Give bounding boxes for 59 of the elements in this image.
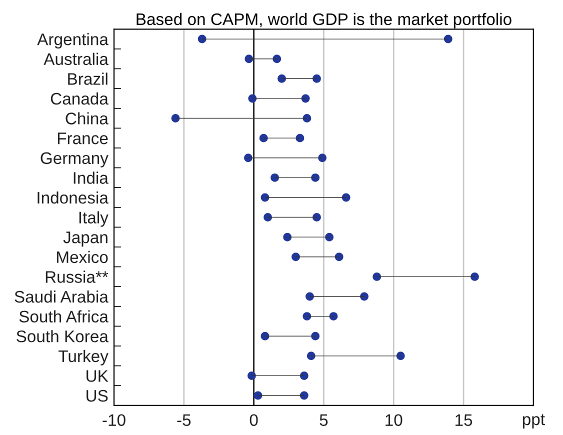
y-tick-label: Mexico xyxy=(57,250,108,264)
point xyxy=(301,94,310,103)
point xyxy=(248,94,257,103)
y-tick-label: Argentina xyxy=(37,33,108,49)
point xyxy=(244,54,254,64)
point xyxy=(292,252,300,262)
y-tick-label: France xyxy=(58,132,108,144)
point xyxy=(318,154,327,162)
point xyxy=(444,34,452,44)
point xyxy=(259,134,268,142)
point xyxy=(302,312,312,321)
point xyxy=(311,332,320,340)
point xyxy=(198,34,206,44)
y-tick-label: Australia xyxy=(44,52,108,66)
point xyxy=(334,252,344,262)
y-tick-label: Turkey xyxy=(58,350,108,366)
point xyxy=(372,272,382,281)
point xyxy=(270,173,280,182)
point xyxy=(302,114,312,122)
x-tick-label: -5 xyxy=(177,414,191,426)
y-tick-label: China xyxy=(66,112,108,124)
y-tick-label: Japan xyxy=(63,232,108,247)
y-tick-label: Brazil xyxy=(68,72,108,85)
y-tick-label: Germany xyxy=(40,152,108,168)
x-tick-label: 10 xyxy=(386,414,402,426)
y-tick-label: India xyxy=(74,172,108,184)
x-axis-title: ppt xyxy=(522,414,545,428)
point xyxy=(312,74,321,83)
point xyxy=(244,154,252,162)
point xyxy=(300,371,308,380)
y-tick-label: South Africa xyxy=(19,310,108,323)
y-tick-label: Saudi Arabia xyxy=(14,290,108,303)
y-tick-label: US xyxy=(86,390,108,402)
point xyxy=(312,213,321,222)
point xyxy=(278,74,286,83)
point xyxy=(264,213,272,222)
y-tick-label: Canada xyxy=(50,92,108,105)
x-tick-label: -10 xyxy=(102,414,126,426)
x-tick-label: 5 xyxy=(320,414,328,426)
point xyxy=(260,332,270,340)
point xyxy=(171,114,180,122)
chart-title: Based on CAPM, world GDP is the market portfolio xyxy=(136,12,512,28)
point xyxy=(306,352,316,360)
x-tick-label: 0 xyxy=(250,414,258,426)
point xyxy=(396,352,405,360)
x-tick-label: 15 xyxy=(456,414,472,426)
y-tick-label: South Korea xyxy=(16,330,108,342)
y-tick-label: UK xyxy=(86,370,108,382)
point xyxy=(311,173,320,182)
point xyxy=(283,232,292,242)
point xyxy=(329,312,338,321)
point xyxy=(247,371,256,380)
point xyxy=(272,54,282,64)
y-tick-label: Indonesia xyxy=(38,191,108,204)
y-tick-label: Italy xyxy=(79,211,108,227)
point xyxy=(325,232,334,242)
point xyxy=(470,272,479,281)
y-tick-label: Russia** xyxy=(46,270,108,283)
point xyxy=(296,134,304,142)
